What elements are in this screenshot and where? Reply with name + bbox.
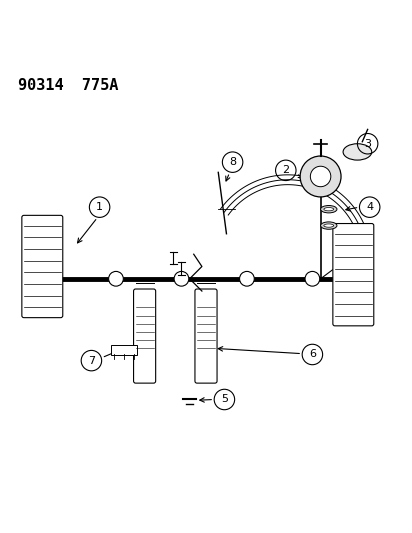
Text: 5: 5 xyxy=(221,394,228,405)
FancyBboxPatch shape xyxy=(333,223,374,326)
Text: 1: 1 xyxy=(96,202,103,212)
FancyBboxPatch shape xyxy=(195,289,217,383)
Ellipse shape xyxy=(324,224,334,227)
Text: 6: 6 xyxy=(309,350,316,359)
Text: 8: 8 xyxy=(229,157,236,167)
FancyBboxPatch shape xyxy=(133,289,156,383)
Ellipse shape xyxy=(343,144,372,160)
Text: 7: 7 xyxy=(88,356,95,366)
Circle shape xyxy=(305,271,320,286)
Circle shape xyxy=(174,271,189,286)
FancyBboxPatch shape xyxy=(22,215,63,318)
Text: 90314  775A: 90314 775A xyxy=(18,78,118,93)
Ellipse shape xyxy=(324,207,334,211)
Text: 3: 3 xyxy=(364,139,371,149)
Circle shape xyxy=(109,271,123,286)
Circle shape xyxy=(300,156,341,197)
Text: 2: 2 xyxy=(282,165,289,175)
FancyBboxPatch shape xyxy=(111,345,137,356)
Ellipse shape xyxy=(321,206,337,213)
Circle shape xyxy=(239,271,254,286)
Text: 4: 4 xyxy=(366,202,373,212)
Ellipse shape xyxy=(321,222,337,229)
Circle shape xyxy=(310,166,331,187)
